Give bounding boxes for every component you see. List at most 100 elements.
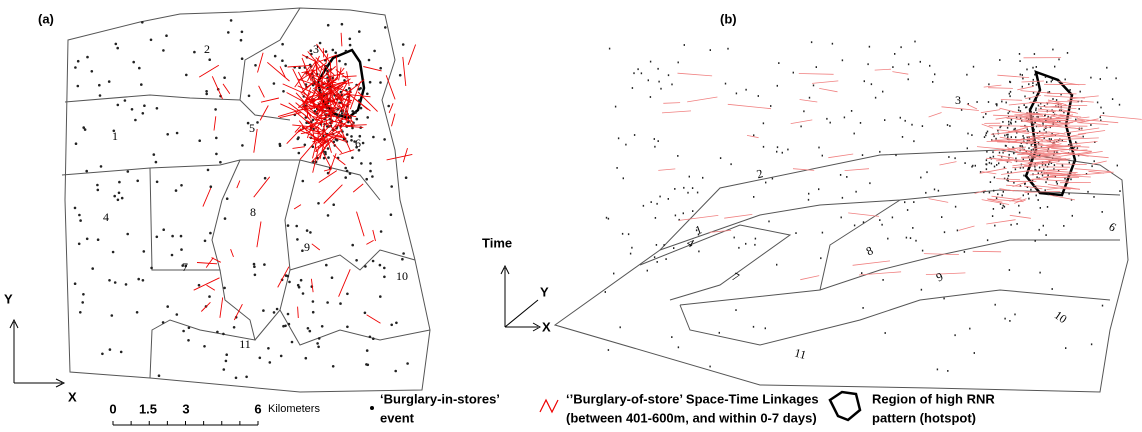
district-label: 2 (755, 166, 764, 181)
event-dot (1090, 124, 1092, 126)
event-dot (152, 153, 156, 156)
event-dot (113, 194, 116, 198)
event-dot (1063, 225, 1065, 227)
event-dot (1005, 145, 1007, 147)
event-dot (614, 105, 617, 108)
event-dot (998, 162, 1000, 165)
event-dot (298, 66, 301, 69)
link (230, 249, 234, 258)
event-dot (354, 111, 357, 114)
event-dot (351, 156, 354, 159)
event-dot (1048, 163, 1050, 166)
link (972, 250, 1002, 253)
event-dot (368, 80, 372, 84)
event-dot (1015, 136, 1017, 139)
event-dot (1028, 197, 1030, 200)
link (315, 122, 334, 141)
event-dot (166, 305, 169, 308)
event-dot (1049, 161, 1051, 163)
event-dot (979, 171, 982, 173)
link (329, 62, 332, 81)
event-dot (240, 57, 244, 60)
event-dot (1030, 144, 1032, 146)
link (1001, 169, 1033, 175)
event-dot (1004, 317, 1006, 320)
event-dot (296, 283, 300, 287)
link (974, 189, 987, 194)
event-dot (1007, 177, 1009, 180)
event-dot (994, 303, 996, 306)
event-dot (208, 58, 211, 61)
link (941, 106, 979, 111)
event-dot (884, 332, 886, 334)
link (663, 102, 681, 104)
event-dot (853, 132, 855, 135)
event-dot (795, 232, 797, 234)
event-dot (735, 92, 738, 95)
event-dot (345, 133, 349, 136)
event-dot (297, 151, 301, 155)
link (996, 178, 1021, 181)
event-dot (348, 37, 352, 41)
event-dot (82, 293, 85, 296)
event-dot (305, 229, 309, 232)
event-dot (954, 334, 956, 337)
event-dot (973, 352, 975, 354)
event-dot (1023, 174, 1025, 177)
event-dot (674, 214, 677, 217)
event-dot (613, 272, 615, 275)
link (205, 257, 214, 268)
district-boundary (64, 94, 291, 121)
event-dot (1034, 168, 1036, 171)
event-dot (1022, 135, 1024, 137)
event-dot (1111, 98, 1114, 100)
event-dot (884, 119, 886, 121)
event-dot (1031, 179, 1034, 182)
event-dot (1068, 192, 1070, 195)
link (333, 84, 341, 90)
event-dot (841, 196, 844, 199)
link (986, 219, 1016, 225)
link (302, 106, 321, 119)
event-dot (754, 243, 756, 246)
event-dot (73, 206, 77, 210)
event-dot (1039, 207, 1041, 209)
event-dot (696, 191, 699, 194)
event-dot (695, 229, 698, 232)
event-dot (688, 175, 690, 178)
event-dot (1044, 113, 1046, 116)
event-dot (1019, 60, 1021, 62)
event-dot (1001, 155, 1003, 158)
link (311, 243, 321, 251)
event-dot (882, 279, 884, 281)
link (345, 87, 352, 114)
link (318, 119, 329, 125)
link (1012, 165, 1038, 169)
event-dot (1036, 176, 1038, 179)
event-dot (1043, 128, 1045, 131)
district-label: 3 (313, 42, 319, 56)
link (391, 113, 396, 127)
district-boundary (289, 249, 416, 271)
link (314, 54, 338, 64)
event-dot (1010, 136, 1012, 138)
event-dot (974, 164, 976, 167)
event-dot (1076, 147, 1079, 149)
event-dot (1038, 228, 1040, 231)
link (1015, 118, 1058, 125)
link (892, 71, 909, 75)
event-dot (792, 71, 794, 74)
link (236, 180, 241, 189)
link (310, 278, 314, 293)
event-dot (272, 82, 276, 85)
event-dot (859, 122, 862, 124)
event-dot (727, 47, 729, 50)
link (1024, 185, 1043, 190)
link (292, 124, 320, 129)
link (1032, 145, 1070, 149)
event-dot (1032, 82, 1034, 84)
event-dot (633, 134, 636, 136)
event-dot (309, 231, 312, 234)
event-dot (1008, 269, 1011, 271)
event-dot (77, 242, 81, 246)
